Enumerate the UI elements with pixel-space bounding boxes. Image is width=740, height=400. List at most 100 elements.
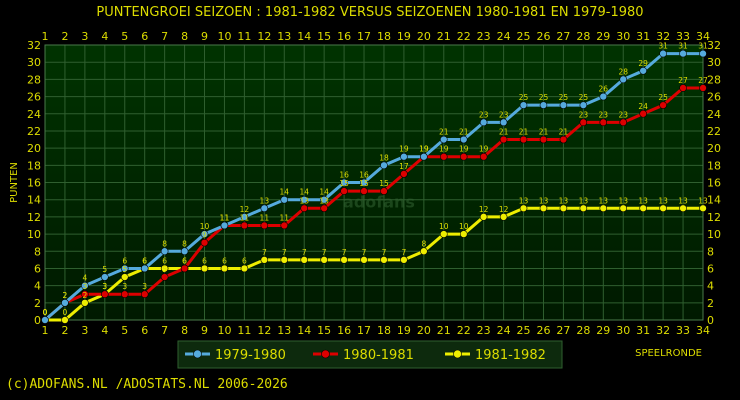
data-label-1979-1980: 28 [618, 67, 628, 76]
y-tick-label-right: 18 [707, 159, 721, 172]
data-label-1979-1980: 25 [579, 93, 589, 102]
data-point-1979-1980 [101, 273, 109, 281]
data-label-1981-1982: 0 [63, 308, 68, 317]
data-point-1981-1982 [599, 204, 608, 213]
data-label-1979-1980: 10 [200, 222, 210, 231]
data-point-1979-1980 [639, 66, 647, 75]
y-tick-label-left: 22 [27, 125, 41, 138]
plot-border [44, 44, 704, 321]
x-tick-label-bottom: 19 [397, 324, 411, 337]
x-tick-label-top: 11 [237, 30, 251, 43]
y-tick-label-left: 30 [27, 56, 41, 69]
data-point-1979-1980 [240, 213, 249, 221]
data-point-1980-1981 [81, 290, 89, 299]
data-label-1979-1980: 19 [399, 145, 409, 154]
data-point-1979-1980 [41, 316, 49, 324]
data-point-1980-1981 [479, 152, 488, 161]
data-point-1981-1982 [519, 204, 528, 213]
x-tick-label-top: 21 [437, 30, 451, 43]
data-label-1981-1982: 6 [222, 256, 227, 265]
data-label-1981-1982: 2 [82, 291, 87, 300]
data-point-1981-1982 [559, 204, 568, 213]
data-label-1981-1982: 13 [658, 196, 668, 205]
data-point-1980-1981 [320, 204, 328, 213]
x-tick-label-bottom: 20 [417, 324, 431, 337]
legend-label: 1980-1981 [343, 348, 414, 363]
data-point-1979-1980 [300, 195, 309, 204]
data-label-1981-1982: 7 [302, 248, 307, 257]
y-tick-label-right: 20 [707, 142, 721, 155]
data-label-1980-1981: 11 [220, 213, 230, 222]
data-point-1979-1980 [699, 49, 707, 58]
data-label-1979-1980: 29 [638, 59, 648, 68]
data-label-1979-1980: 5 [102, 265, 107, 274]
data-label-1979-1980: 12 [240, 205, 250, 214]
data-point-1980-1981 [180, 264, 189, 273]
x-tick-label-bottom: 7 [161, 324, 168, 337]
data-label-1980-1981: 3 [82, 282, 87, 291]
x-tick-label-top: 22 [457, 30, 471, 43]
data-point-1980-1981 [200, 238, 209, 247]
data-label-1980-1981: 15 [339, 179, 349, 188]
data-label-1980-1981: 13 [319, 196, 329, 205]
data-point-1979-1980 [160, 247, 169, 256]
data-label-1980-1981: 11 [240, 213, 250, 222]
x-tick-label-top: 15 [317, 30, 331, 43]
x-tick-label-top: 9 [201, 30, 208, 43]
data-label-1979-1980: 6 [142, 256, 147, 265]
data-label-1980-1981: 9 [202, 231, 207, 240]
data-point-1981-1982 [81, 299, 89, 307]
x-tick-label-top: 18 [377, 30, 391, 43]
data-label-1980-1981: 3 [102, 282, 107, 291]
data-label-1979-1980: 19 [419, 145, 429, 154]
x-tick-label-bottom: 10 [217, 324, 231, 337]
series-line-1981-1982 [45, 206, 703, 322]
x-tick-label-bottom: 34 [696, 324, 710, 337]
data-label-1979-1980: 25 [559, 93, 569, 102]
data-point-1979-1980 [61, 299, 69, 307]
data-label-1980-1981: 17 [399, 162, 409, 171]
x-tick-label-top: 5 [121, 30, 128, 43]
y-tick-label-left: 14 [27, 194, 41, 207]
data-point-1981-1982 [679, 204, 687, 213]
x-tick-label-top: 26 [536, 30, 550, 43]
x-tick-label-top: 33 [676, 30, 690, 43]
data-point-1980-1981 [579, 118, 588, 127]
x-tick-label-bottom: 5 [121, 324, 128, 337]
x-tick-label-top: 16 [337, 30, 351, 43]
data-point-1980-1981 [380, 187, 388, 195]
data-point-1981-1982 [240, 264, 249, 273]
data-point-1980-1981 [539, 135, 548, 144]
y-tick-label-right: 22 [707, 125, 721, 138]
data-point-1979-1980 [420, 152, 428, 161]
data-point-1980-1981 [240, 221, 249, 230]
data-label-1980-1981: 19 [439, 145, 449, 154]
data-point-1980-1981 [559, 135, 568, 144]
data-label-1979-1980: 18 [379, 153, 389, 162]
data-point-1979-1980 [599, 92, 608, 101]
x-tick-label-top: 4 [101, 30, 108, 43]
y-tick-label-right: 30 [707, 56, 721, 69]
x-tick-label-bottom: 28 [576, 324, 590, 337]
data-label-1979-1980: 16 [359, 171, 369, 180]
data-label-1980-1981: 5 [162, 265, 167, 274]
data-label-1980-1981: 21 [559, 128, 569, 137]
data-point-1981-1982 [499, 213, 508, 221]
x-tick-label-bottom: 13 [277, 324, 291, 337]
data-point-1979-1980 [499, 118, 508, 127]
data-label-1980-1981: 3 [142, 282, 147, 291]
data-point-1979-1980 [140, 264, 149, 273]
data-label-1980-1981: 23 [618, 110, 628, 119]
x-tick-label-bottom: 27 [556, 324, 570, 337]
data-label-1979-1980: 6 [122, 256, 127, 265]
y-tick-label-left: 28 [27, 73, 41, 86]
data-label-1981-1982: 7 [262, 248, 267, 257]
data-label-1980-1981: 19 [459, 145, 469, 154]
watermark: adofans [343, 193, 415, 212]
x-axis-label: SPEELRONDE [635, 348, 702, 359]
y-tick-label-left: 20 [27, 142, 41, 155]
series-line-1980-1981 [44, 86, 703, 322]
x-tick-label-bottom: 29 [596, 324, 610, 337]
data-point-1980-1981 [639, 109, 647, 118]
